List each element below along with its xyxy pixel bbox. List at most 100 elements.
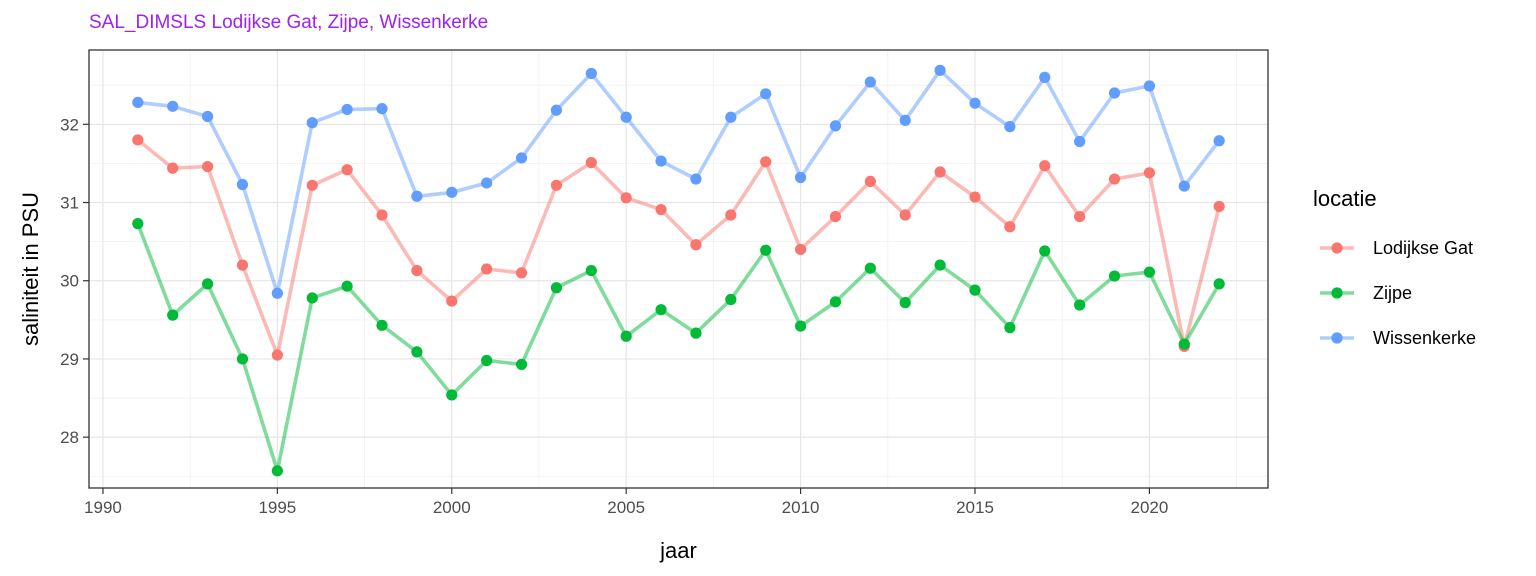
data-point-wissenkerke [585, 67, 597, 80]
data-point-wissenkerke [515, 152, 528, 164]
data-point-lodijkse-gat [864, 175, 876, 187]
data-point-lodijkse-gat [1074, 210, 1086, 223]
legend: locatie Lodijkse Gat Zijpe Wissenkerke [1313, 186, 1476, 348]
data-point-zijpe [864, 262, 876, 274]
x-tick-label: 2000 [433, 498, 471, 517]
data-point-zijpe [167, 309, 179, 321]
x-tick-label: 2020 [1130, 498, 1168, 517]
data-point-zijpe [1074, 299, 1086, 311]
data-point-lodijkse-gat [1108, 173, 1121, 185]
data-point-lodijkse-gat [760, 156, 772, 168]
data-point-zijpe [1178, 338, 1190, 350]
data-point-wissenkerke [864, 76, 876, 88]
data-point-lodijkse-gat [341, 164, 353, 176]
data-point-zijpe [725, 293, 737, 306]
legend-title: locatie [1313, 186, 1377, 211]
data-point-wissenkerke [271, 287, 283, 299]
data-point-zijpe [132, 218, 144, 230]
data-point-wissenkerke [794, 171, 807, 184]
data-point-zijpe [1213, 278, 1225, 290]
data-point-zijpe [550, 282, 563, 294]
x-tick-label: 1990 [84, 498, 122, 517]
data-point-zijpe [306, 292, 318, 304]
data-point-lodijkse-gat [411, 264, 423, 277]
chart-title: SAL_DIMSLS Lodijkse Gat, Zijpe, Wissenke… [89, 12, 489, 33]
data-point-zijpe [446, 389, 458, 401]
series-line-zijpe [136, 221, 1221, 473]
data-point-wissenkerke [655, 155, 667, 167]
data-point-wissenkerke [760, 88, 772, 100]
data-point-zijpe [620, 330, 632, 342]
data-point-zijpe [585, 264, 597, 277]
data-point-zijpe [271, 465, 283, 477]
data-point-lodijkse-gat [620, 192, 632, 204]
data-point-lodijkse-gat [1143, 167, 1156, 179]
data-point-wissenkerke [620, 111, 632, 123]
data-point-lodijkse-gat [1039, 160, 1051, 172]
data-point-wissenkerke [167, 100, 179, 112]
data-point-zijpe [411, 346, 423, 358]
data-point-lodijkse-gat [829, 210, 842, 223]
data-point-wissenkerke [1004, 121, 1016, 133]
data-point-wissenkerke [1108, 87, 1121, 99]
data-point-zijpe [829, 296, 842, 308]
data-point-lodijkse-gat [725, 209, 737, 221]
data-point-wissenkerke [201, 110, 214, 123]
data-point-wissenkerke [376, 103, 388, 115]
data-point-wissenkerke [1178, 180, 1190, 192]
y-axis-title: saliniteit in PSU [18, 192, 43, 346]
data-point-wissenkerke [132, 96, 144, 109]
legend-label-lodijkse-gat: Lodijkse Gat [1373, 238, 1473, 258]
panel-border [88, 49, 1269, 489]
data-point-wissenkerke [725, 111, 737, 123]
data-point-zijpe [899, 297, 911, 309]
data-point-zijpe [690, 327, 702, 339]
data-point-zijpe [341, 280, 353, 292]
y-tick-label: 29 [60, 350, 79, 369]
series-lines [136, 68, 1221, 473]
data-point-wissenkerke [446, 186, 458, 198]
grid [89, 50, 1268, 488]
data-point-zijpe [236, 353, 249, 365]
data-point-wissenkerke [1039, 71, 1051, 83]
data-point-zijpe [201, 278, 214, 290]
data-point-lodijkse-gat [550, 179, 563, 191]
data-point-lodijkse-gat [201, 160, 214, 173]
legend-key-point-zijpe [1331, 287, 1343, 299]
data-point-lodijkse-gat [794, 243, 807, 256]
data-point-wissenkerke [481, 177, 493, 189]
data-point-zijpe [515, 358, 528, 371]
data-point-zijpe [969, 284, 981, 296]
data-point-lodijkse-gat [132, 134, 144, 146]
data-point-zijpe [794, 320, 807, 332]
data-point-lodijkse-gat [236, 259, 249, 271]
data-point-lodijkse-gat [446, 295, 458, 307]
data-point-zijpe [760, 244, 772, 256]
series-line-lodijkse-gat [136, 138, 1221, 357]
data-point-wissenkerke [550, 104, 563, 116]
data-point-zijpe [655, 304, 667, 316]
data-point-zijpe [1004, 322, 1016, 334]
data-point-zijpe [376, 319, 388, 331]
data-point-wissenkerke [1143, 80, 1156, 92]
data-point-lodijkse-gat [376, 209, 388, 221]
legend-label-zijpe: Zijpe [1373, 283, 1412, 303]
data-point-lodijkse-gat [515, 267, 528, 279]
x-axis: 1990 1995 2000 2005 2010 2015 2020 [84, 488, 1168, 517]
data-point-wissenkerke [934, 64, 946, 76]
data-point-zijpe [1108, 270, 1121, 282]
data-point-wissenkerke [899, 114, 911, 126]
x-tick-label: 1995 [258, 498, 296, 517]
data-point-lodijkse-gat [306, 179, 318, 191]
data-point-wissenkerke [306, 117, 318, 129]
legend-key-point-lodijkse-gat [1331, 242, 1343, 254]
data-point-lodijkse-gat [934, 166, 946, 178]
x-axis-title: jaar [659, 538, 697, 563]
data-point-lodijkse-gat [1004, 221, 1016, 233]
y-tick-label: 30 [60, 272, 79, 291]
x-tick-label: 2015 [956, 498, 994, 517]
data-point-wissenkerke [411, 190, 423, 202]
data-point-zijpe [1143, 266, 1156, 278]
data-point-zijpe [934, 259, 946, 271]
